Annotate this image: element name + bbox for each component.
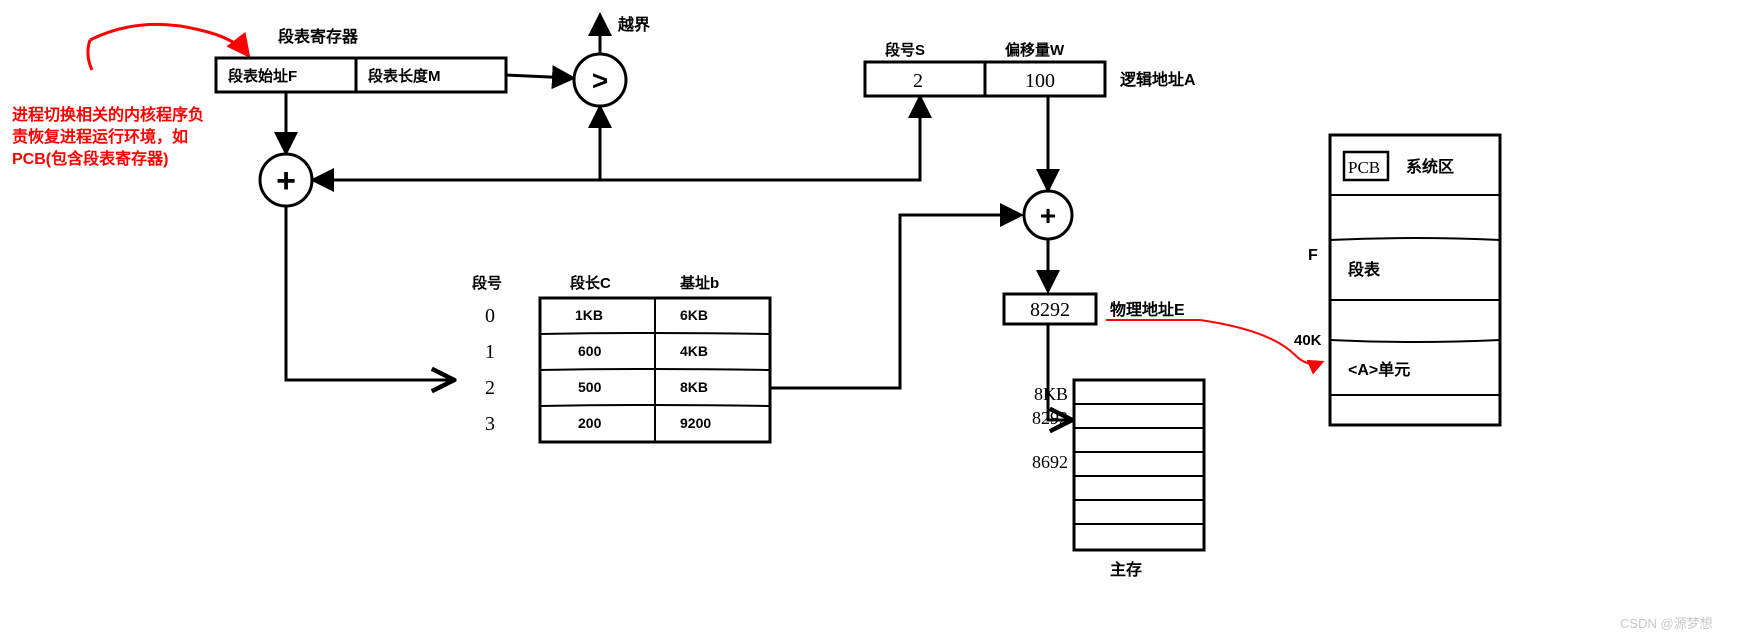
svg-text:段号: 段号: [472, 274, 502, 292]
sys-F-label: F: [1308, 247, 1318, 264]
comparator: >: [574, 54, 626, 106]
svg-text:1KB: 1KB: [575, 307, 603, 323]
svg-text:1: 1: [485, 341, 495, 363]
svg-text:8KB: 8KB: [1034, 384, 1068, 404]
svg-text:进程切换相关的内核程序负: 进程切换相关的内核程序负: [12, 105, 204, 124]
register-length-label: 段表长度M: [368, 67, 441, 85]
arrow-add1-to-table: [286, 206, 452, 380]
svg-text:8292: 8292: [1030, 299, 1070, 321]
watermark: CSDN @源梦想: [1620, 616, 1713, 631]
arrow-phys-to-mem: [1048, 324, 1070, 420]
memory-title: 主存: [1110, 560, 1142, 579]
svg-text:4KB: 4KB: [680, 343, 708, 359]
svg-text:500: 500: [578, 379, 602, 395]
svg-text:系统区: 系统区: [1406, 157, 1454, 176]
arrow-s-to-cmp: [600, 108, 920, 180]
segment-register: 段表始址F 段表长度M: [216, 58, 506, 92]
svg-text:PCB(包含段表寄存器): PCB(包含段表寄存器): [12, 149, 168, 168]
annotation-arrow-tail: [88, 40, 92, 70]
annotation-text: 进程切换相关的内核程序负 责恢复进程运行环境，如 PCB(包含段表寄存器): [12, 105, 204, 168]
seg-value: 2: [913, 70, 923, 92]
off-w-label: 偏移量W: [1005, 41, 1065, 59]
seg-s-label: 段号S: [885, 41, 925, 59]
svg-text:<A>单元: <A>单元: [1348, 360, 1410, 379]
arrow-m-to-cmp: [506, 75, 572, 78]
main-memory: 8KB 8292 8692: [1032, 380, 1204, 550]
off-value: 100: [1025, 70, 1055, 92]
svg-text:PCB: PCB: [1348, 158, 1380, 177]
register-start-label: 段表始址F: [228, 67, 297, 85]
svg-text:责恢复进程运行环境，如: 责恢复进程运行环境，如: [12, 127, 188, 146]
svg-text:段表: 段表: [1348, 260, 1381, 279]
annotation-arrow: [90, 24, 248, 55]
adder-2: +: [1024, 191, 1072, 239]
physical-address: 8292: [1004, 294, 1096, 324]
svg-text:8KB: 8KB: [680, 379, 708, 395]
svg-text:+: +: [1040, 200, 1056, 231]
logical-address-label: 逻辑地址A: [1120, 70, 1196, 89]
svg-text:8292: 8292: [1032, 408, 1068, 428]
svg-text:3: 3: [485, 413, 495, 435]
segment-table: 段号 段长C 基址b 0 1 2 3 1KB 6KB 600 4KB 500 8…: [472, 274, 770, 442]
sys-40k-label: 40K: [1294, 332, 1322, 349]
overflow-label: 越界: [617, 15, 650, 34]
physical-address-label: 物理地址E: [1110, 300, 1185, 319]
svg-text:8692: 8692: [1032, 452, 1068, 472]
svg-text:+: +: [276, 162, 296, 200]
svg-text:200: 200: [578, 415, 602, 431]
svg-text:600: 600: [578, 343, 602, 359]
system-block: PCB 系统区 段表 <A>单元: [1330, 135, 1500, 425]
arrow-base-to-add2: [770, 215, 1020, 388]
register-title: 段表寄存器: [278, 27, 359, 46]
svg-text:>: >: [592, 65, 608, 96]
svg-text:9200: 9200: [680, 415, 711, 431]
svg-text:6KB: 6KB: [680, 307, 708, 323]
adder-1: +: [260, 154, 312, 206]
svg-text:段长C: 段长C: [570, 274, 611, 292]
logical-address: 2 100: [865, 62, 1105, 96]
svg-text:0: 0: [485, 305, 495, 327]
svg-text:2: 2: [485, 377, 495, 399]
svg-text:基址b: 基址b: [679, 274, 719, 292]
